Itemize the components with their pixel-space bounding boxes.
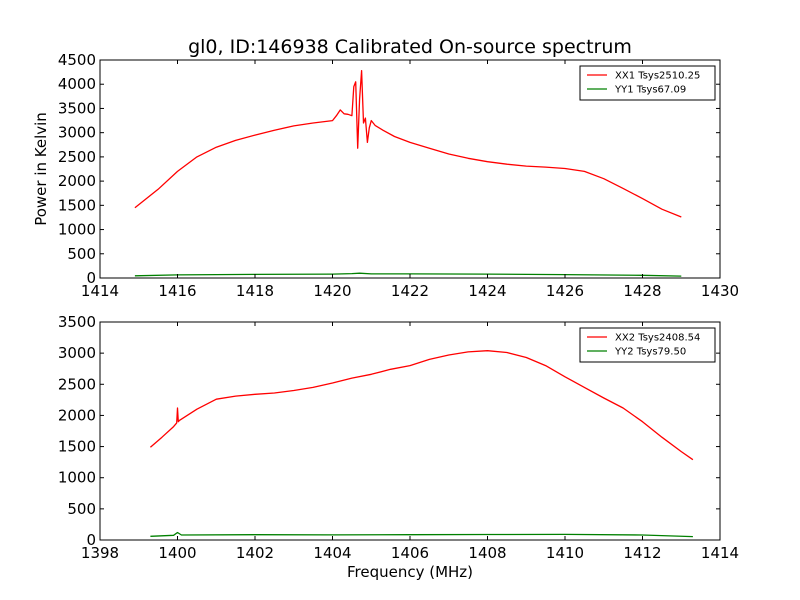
x-tick-label: 1422: [391, 282, 429, 300]
x-tick-label: 1408: [468, 544, 506, 562]
y-tick-label: 1000: [58, 469, 96, 487]
x-tick-label: 1400: [158, 544, 196, 562]
x-tick-label: 1426: [546, 282, 584, 300]
x-tick-label: 1416: [158, 282, 196, 300]
x-tick-label: 1410: [546, 544, 584, 562]
legend-box: [579, 327, 716, 363]
y-tick-label: 0: [86, 531, 96, 549]
series-group: [134, 70, 682, 277]
series-line-yy: [150, 531, 693, 538]
x-tick-label: 1406: [391, 544, 429, 562]
legend: XX1 Tsys2510.25 YY1 Tsys67.09: [579, 65, 716, 101]
y-tick-label: 0: [86, 269, 96, 287]
x-tick-label: 1414: [81, 282, 119, 300]
y-tick-label: 1500: [58, 438, 96, 456]
x-tick-label: 1428: [623, 282, 661, 300]
y-tick-label: 500: [67, 245, 96, 263]
y-tick-label: 3000: [58, 344, 96, 362]
x-tick-label: 1418: [236, 282, 274, 300]
x-tick-label: 1412: [623, 544, 661, 562]
legend-box: [579, 65, 716, 101]
y-tick-label: 500: [67, 500, 96, 518]
y-tick-label: 2000: [58, 406, 96, 424]
y-tick-label: 2500: [58, 148, 96, 166]
x-axis-label: Frequency (MHz): [347, 563, 473, 581]
legend-label: XX1 Tsys2510.25: [615, 71, 700, 82]
series-line-xx: [149, 350, 694, 461]
series-line-xx: [134, 70, 682, 218]
chart-title: gl0, ID:146938 Calibrated On-source spec…: [188, 36, 632, 58]
legend-label: XX2 Tsys2408.54: [615, 333, 700, 344]
x-tick-label: 1414: [701, 544, 739, 562]
bottom-panel: 1398 1400 1402 1404 1406 1408 1410 1412 1414 0 500…: [58, 313, 739, 562]
top-panel: 1414 1416 1418 1420 1422 1424 1426 1428 1430 0 500…: [58, 51, 739, 300]
y-tick-label: 2500: [58, 375, 96, 393]
series-line-yy: [134, 272, 682, 277]
legend: XX2 Tsys2408.54 YY2 Tsys79.50: [579, 327, 716, 363]
y-tick-label: 4000: [58, 75, 96, 93]
y-tick-label: 2000: [58, 172, 96, 190]
legend-label: YY2 Tsys79.50: [614, 347, 686, 358]
series-group: [149, 350, 694, 538]
y-tick-label: 3000: [58, 124, 96, 142]
y-tick-label: 1000: [58, 221, 96, 239]
y-axis-label: Power in Kelvin: [32, 112, 50, 226]
x-tick-label: 1404: [313, 544, 351, 562]
x-tick-label: 1420: [313, 282, 351, 300]
x-tick-label: 1424: [468, 282, 506, 300]
x-tick-label: 1398: [81, 544, 119, 562]
y-tick-label: 3500: [58, 99, 96, 117]
x-tick-label: 1430: [701, 282, 739, 300]
y-tick-label: 4500: [58, 51, 96, 69]
x-tick-label: 1402: [236, 544, 274, 562]
y-tick-label: 1500: [58, 196, 96, 214]
legend-label: YY1 Tsys67.09: [614, 85, 686, 96]
y-tick-label: 3500: [58, 313, 96, 331]
